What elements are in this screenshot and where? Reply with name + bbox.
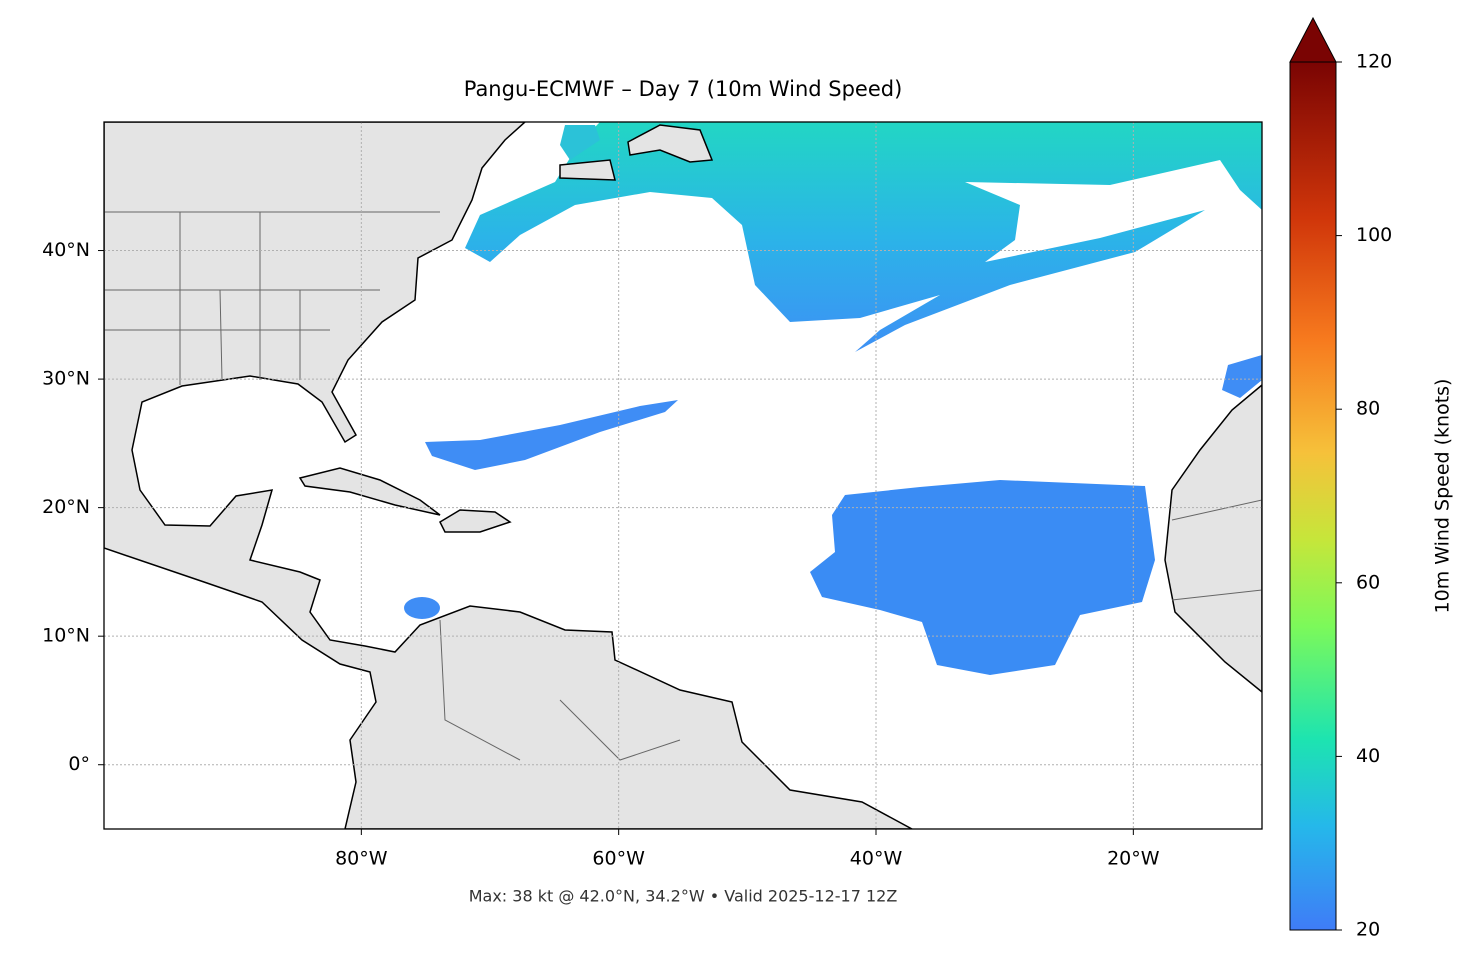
x-tick-label: 40°W [850, 848, 903, 870]
wind-area [465, 122, 1262, 352]
x-tick-label: 20°W [1107, 848, 1160, 870]
colorbar-tick-label: 20 [1356, 919, 1380, 941]
y-tick-label: 40°N [42, 239, 90, 261]
colorbar-tick-label: 40 [1356, 745, 1380, 767]
land [104, 122, 913, 829]
land [1164, 384, 1262, 693]
title: Pangu-ECMWF – Day 7 (10m Wind Speed) [464, 77, 903, 101]
land [559, 159, 616, 181]
x-tick-label: 80°W [335, 848, 388, 870]
footer: Max: 38 kt @ 42.0°N, 34.2°W • Valid 2025… [469, 887, 898, 906]
y-tick-label: 30°N [42, 368, 90, 390]
colorbar-extend [1289, 16, 1337, 63]
wind-area [404, 597, 440, 619]
y-tick-label: 10°N [42, 625, 90, 647]
y-tick-label: 0° [68, 753, 90, 775]
colorbar-label: 10m Wind Speed (knots) [1432, 379, 1454, 614]
wind-area [560, 125, 600, 160]
colorbar-tick-label: 100 [1356, 224, 1392, 246]
map [104, 122, 1262, 829]
wind-area [425, 400, 678, 470]
wind-area [1222, 355, 1262, 398]
wind-area [810, 480, 1155, 675]
x-tick-label: 60°W [592, 848, 645, 870]
land [627, 124, 714, 163]
colorbar [1289, 61, 1337, 931]
y-tick-label: 20°N [42, 496, 90, 518]
colorbar-tick-label: 60 [1356, 571, 1380, 593]
land [298, 467, 441, 516]
map-frame [103, 121, 1263, 830]
colorbar-tick-label: 120 [1356, 51, 1392, 73]
state-border [104, 211, 1262, 761]
colorbar-tick-label: 80 [1356, 398, 1380, 420]
land [439, 509, 512, 533]
